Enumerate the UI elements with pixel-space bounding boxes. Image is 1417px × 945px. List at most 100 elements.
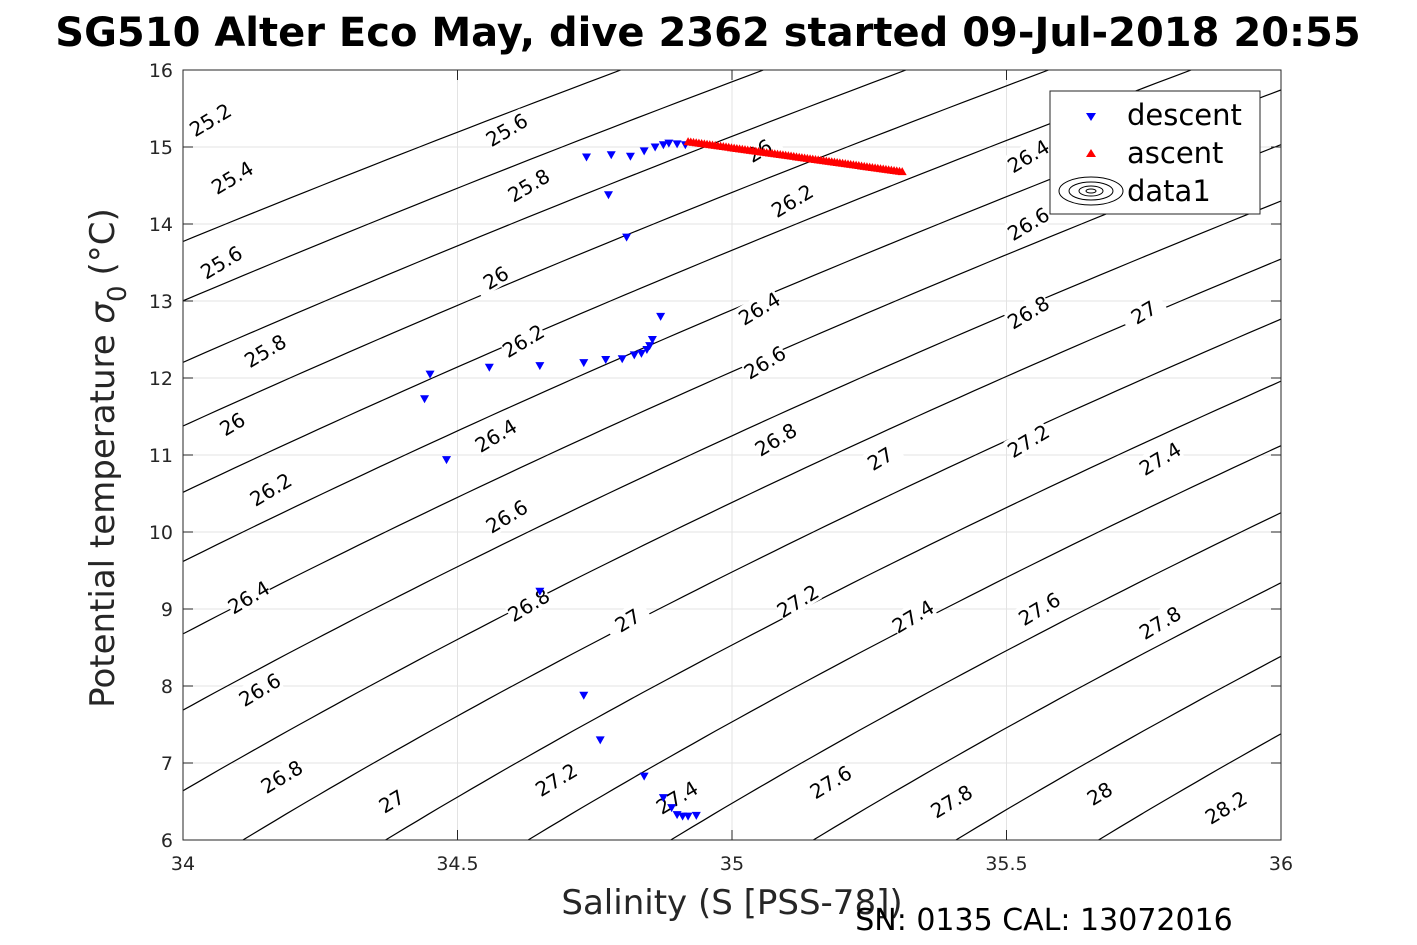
- x-tick-label: 35: [720, 853, 744, 875]
- contour-label: 25.2: [185, 98, 236, 142]
- contour-label: 25.8: [504, 164, 555, 208]
- descent-point: [535, 587, 545, 596]
- contour-label: 26.6: [1003, 202, 1054, 246]
- contour-line-27.2: [385, 380, 1281, 840]
- contour-label-bg: [470, 256, 520, 298]
- descent-series: [420, 139, 701, 821]
- chart-title: SG510 Alter Eco May, dive 2362 started 0…: [55, 10, 1360, 56]
- contour-line-26.6: [183, 200, 1281, 711]
- y-tick-label: 13: [149, 291, 173, 313]
- descent-point: [639, 772, 649, 781]
- contour-label-bg: [772, 579, 822, 622]
- y-axis-label-unit: (°C): [83, 208, 123, 275]
- descent-point: [636, 349, 646, 358]
- contour-label: 27.6: [806, 760, 857, 804]
- descent-point: [647, 336, 657, 344]
- descent-point: [625, 152, 635, 161]
- descent-point: [442, 456, 452, 465]
- contour-label-bg: [652, 776, 702, 818]
- contour-label-bg: [498, 319, 548, 361]
- descent-point: [656, 312, 666, 321]
- x-axis: 34 34.5 35 35.5 36: [171, 70, 1293, 875]
- descent-point: [667, 804, 677, 813]
- contour-line-27.4: [527, 444, 1281, 840]
- contour-label: 26.2: [246, 468, 297, 512]
- contour-label: 27.2: [531, 758, 582, 802]
- contour-label-bg: [207, 156, 257, 198]
- descent-point: [629, 351, 639, 360]
- contour-line-26: [183, 70, 1192, 493]
- contour-label-bg: [366, 779, 416, 822]
- y-tick-label: 9: [161, 599, 173, 621]
- contour-label: 27.4: [888, 595, 939, 639]
- contour-label-bg: [1118, 290, 1168, 333]
- contour-label-bg: [1003, 134, 1053, 177]
- y-tick-label: 12: [149, 368, 173, 390]
- contour-line-28: [955, 655, 1281, 840]
- descent-point: [650, 143, 660, 152]
- contour-label-bg: [531, 758, 581, 800]
- contour-line-25.8: [183, 70, 1049, 427]
- contour-label: 26.2: [498, 319, 549, 363]
- descent-point: [606, 151, 616, 160]
- serial-calibration-note: SN: 0135 CAL: 13072016: [855, 903, 1233, 938]
- contour-label: 26.4: [471, 414, 522, 458]
- contour-label: 27.2: [1003, 419, 1054, 463]
- contour-label-bg: [888, 595, 938, 637]
- contour-label-bg: [470, 414, 520, 456]
- contour-label-bg: [1003, 202, 1053, 244]
- legend-descent-marker: [1086, 113, 1096, 121]
- legend-data1-label: data1: [1127, 174, 1211, 208]
- descent-point: [582, 153, 592, 162]
- descent-point: [595, 736, 605, 745]
- y-tick-label: 11: [149, 445, 173, 467]
- contour-label-bg: [234, 668, 284, 710]
- descent-point: [617, 355, 627, 364]
- contour-label-bg: [256, 755, 306, 797]
- ascent-series: [683, 137, 907, 176]
- contour-label-bg: [1201, 786, 1251, 828]
- contour-label: 27.8: [1135, 601, 1186, 645]
- descent-point: [579, 359, 589, 368]
- ascent-point: [897, 167, 907, 176]
- contour-label-bg: [1135, 601, 1185, 643]
- contour-label-bg: [245, 468, 295, 510]
- legend-ascent-label: ascent: [1127, 136, 1223, 170]
- contour-label-bg: [750, 417, 800, 460]
- y-axis-label-symbol: σ: [83, 301, 123, 324]
- descent-point: [601, 356, 611, 365]
- contour-label-bg: [185, 98, 235, 140]
- descent-point: [658, 794, 668, 803]
- contour-label: 25.6: [482, 108, 533, 152]
- contour-line-26.8: [183, 258, 1281, 792]
- legend-box: [1049, 90, 1261, 215]
- legend: descent ascent data1: [1049, 90, 1261, 215]
- contour-label-bg: [1003, 290, 1053, 333]
- descent-point: [535, 362, 545, 371]
- contour-label: 28.2: [1201, 786, 1252, 830]
- contour-label-bg: [196, 240, 246, 283]
- descent-point: [425, 370, 435, 379]
- y-tick-label: 10: [149, 522, 173, 544]
- contour-label: 26.8: [257, 755, 308, 799]
- contour-label: 25.4: [207, 156, 258, 200]
- contour-label-bg: [481, 108, 531, 150]
- descent-point: [603, 191, 613, 200]
- x-tick-label: 34: [171, 853, 195, 875]
- y-tick-label: 8: [161, 676, 173, 698]
- y-tick-label: 7: [161, 753, 173, 775]
- contour-label-bg: [240, 329, 290, 371]
- y-tick-label: 15: [149, 137, 173, 159]
- descent-point: [639, 147, 649, 156]
- descent-point: [658, 141, 668, 150]
- descent-point: [691, 811, 701, 820]
- descent-point: [579, 691, 589, 700]
- density-contours: [183, 70, 1281, 840]
- contour-label-bg: [1003, 419, 1053, 462]
- contour-label-bg: [734, 287, 784, 329]
- contour-line-27.8: [812, 582, 1281, 840]
- y-tick-label: 6: [161, 830, 173, 852]
- descent-point: [672, 140, 682, 149]
- contour-label: 26.8: [504, 583, 555, 627]
